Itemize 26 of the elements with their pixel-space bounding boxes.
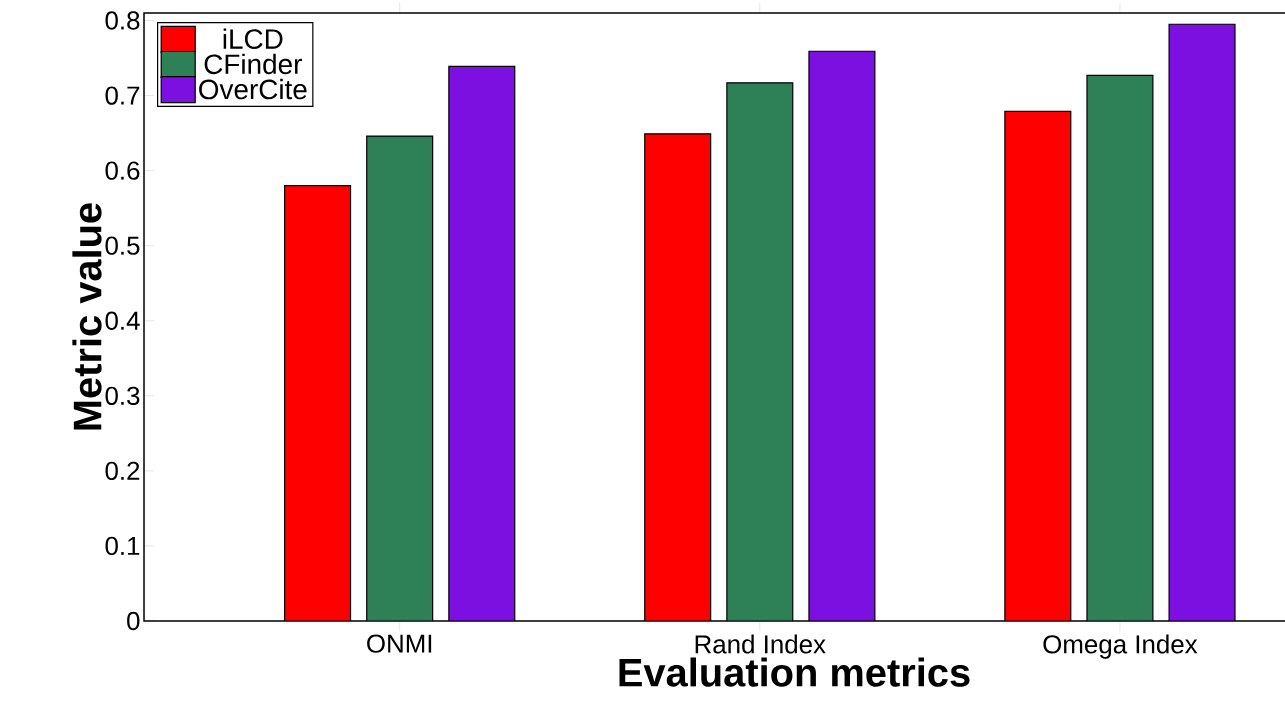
bar [448, 65, 516, 621]
y-tick-label: 0.6 [105, 161, 140, 180]
y-tick-label: 0.1 [105, 536, 140, 556]
legend-label: OverCite [199, 78, 307, 100]
y-tick-label: 0.3 [105, 386, 140, 405]
legend-label: CFinder [204, 53, 302, 75]
y-tick-label: 0.8 [105, 11, 140, 30]
x-tick-label: Rand Index [695, 634, 826, 654]
bar [284, 185, 352, 621]
x-tick-label: Omega Index [1043, 634, 1198, 659]
x-tick-label: ONMI [367, 634, 432, 653]
legend-label: iLCD [223, 28, 283, 49]
y-tick-label: 0.2 [105, 461, 140, 481]
bar [808, 50, 876, 621]
bar [1004, 110, 1072, 621]
bar [366, 135, 434, 621]
bar [644, 133, 712, 621]
bar [1086, 74, 1154, 621]
y-axis-title: Metric value [72, 203, 102, 430]
bar [726, 82, 794, 621]
bar [1168, 23, 1236, 621]
y-tick-label: 0.4 [105, 311, 140, 330]
y-tick-label: 0.7 [105, 86, 140, 105]
x-axis-title: Evaluation metrics [619, 657, 970, 687]
y-tick-label: 0 [127, 611, 140, 631]
y-tick-label: 0.5 [105, 236, 140, 255]
